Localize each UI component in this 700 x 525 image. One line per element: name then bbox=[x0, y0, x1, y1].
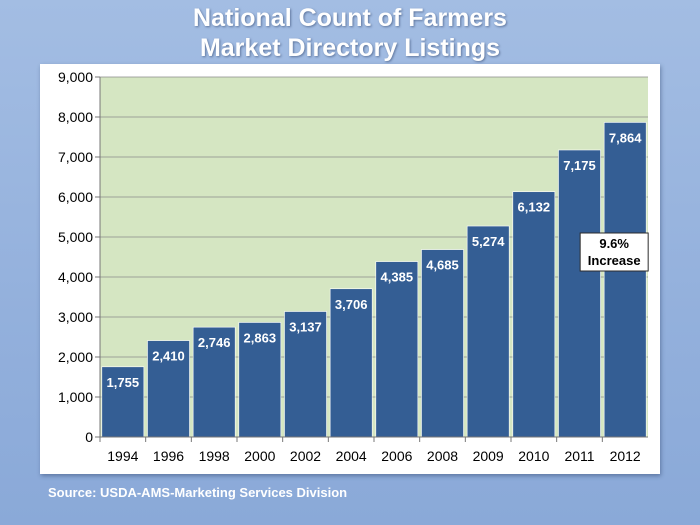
plot-area bbox=[100, 77, 648, 437]
x-tick-label: 2000 bbox=[244, 448, 275, 464]
bar-value-label: 2,410 bbox=[152, 349, 185, 364]
x-tick-label: 2009 bbox=[473, 448, 504, 464]
y-tick-label: 5,000 bbox=[58, 229, 93, 245]
y-tick-label: 1,000 bbox=[58, 389, 93, 405]
chart-title-line-1: National Count of Farmers bbox=[193, 4, 507, 32]
x-axis: 1994 1996 1998 2000 2002 2004 2006 2008 2009 2010… bbox=[99, 436, 648, 464]
bar-2008 bbox=[421, 249, 464, 438]
bar-value-label: 2,863 bbox=[244, 330, 277, 345]
bar-2011 bbox=[558, 149, 601, 438]
x-tick-label: 2004 bbox=[336, 448, 367, 464]
bar-2000 bbox=[238, 322, 282, 438]
y-tick-label: 9,000 bbox=[58, 69, 93, 85]
bar-value-label: 3,706 bbox=[335, 297, 368, 312]
annotation-text: Increase bbox=[588, 253, 641, 268]
annotation-text: 9.6% bbox=[599, 236, 629, 251]
y-tick-label: 3,000 bbox=[58, 309, 93, 325]
bar-1998 bbox=[192, 326, 236, 438]
x-tick-label: 2010 bbox=[518, 448, 549, 464]
y-tick-label: 0 bbox=[85, 429, 93, 445]
bar-2009 bbox=[466, 225, 510, 438]
bar-value-label: 4,385 bbox=[381, 270, 414, 285]
x-tick-label: 2006 bbox=[381, 448, 412, 464]
bar-2012 bbox=[603, 122, 647, 438]
bar-value-label: 2,746 bbox=[198, 335, 231, 350]
bar-2006 bbox=[375, 261, 419, 438]
x-tick-label: 1996 bbox=[153, 448, 184, 464]
annotation-box bbox=[579, 232, 649, 272]
bar-value-label: 5,274 bbox=[472, 234, 505, 249]
bar-1996 bbox=[147, 340, 190, 438]
y-axis: 0 1,000 2,000 3,000 4,000 5,000 6,000 7,000 8,00… bbox=[58, 69, 101, 445]
gridlines bbox=[100, 76, 648, 438]
bars: 1,755 2,410 2,746 2,863 3,137 3,706 4,385 4,685… bbox=[101, 122, 647, 438]
x-tick-label: 2012 bbox=[610, 448, 641, 464]
y-tick-label: 2,000 bbox=[58, 349, 93, 365]
bar-value-label: 7,864 bbox=[609, 130, 642, 145]
bar-chart: 0 1,000 2,000 3,000 4,000 5,000 6,000 7,000 8,00… bbox=[58, 69, 649, 464]
bar-2004 bbox=[329, 288, 373, 438]
x-tick-label: 1994 bbox=[107, 448, 138, 464]
annotation: 9.6% Increase bbox=[579, 232, 649, 272]
bar-value-label: 3,137 bbox=[289, 320, 322, 335]
y-tick-label: 7,000 bbox=[58, 149, 93, 165]
chart-title-line-2: Market Directory Listings bbox=[199, 34, 501, 62]
bar-value-label: 6,132 bbox=[518, 200, 551, 215]
bar-2002 bbox=[284, 311, 327, 438]
bar-1994 bbox=[101, 366, 145, 438]
x-tick-label: 2011 bbox=[564, 448, 594, 464]
chart-panel: 0 1,000 2,000 3,000 4,000 5,000 6,000 7,000 8,00… bbox=[40, 64, 660, 474]
bar-value-label: 4,685 bbox=[426, 258, 459, 273]
x-tick-label: 2008 bbox=[427, 448, 458, 464]
y-tick-label: 8,000 bbox=[58, 109, 93, 125]
y-tick-label: 4,000 bbox=[58, 269, 93, 285]
bar-value-label: 7,175 bbox=[563, 158, 596, 173]
bar-2010 bbox=[512, 191, 556, 438]
x-tick-label: 1998 bbox=[199, 448, 230, 464]
source-note: Source: USDA-AMS-Marketing Services Divi… bbox=[48, 485, 348, 500]
x-tick-label: 2002 bbox=[290, 448, 321, 464]
bar-value-label: 1,755 bbox=[107, 375, 140, 390]
y-tick-label: 6,000 bbox=[58, 189, 93, 205]
